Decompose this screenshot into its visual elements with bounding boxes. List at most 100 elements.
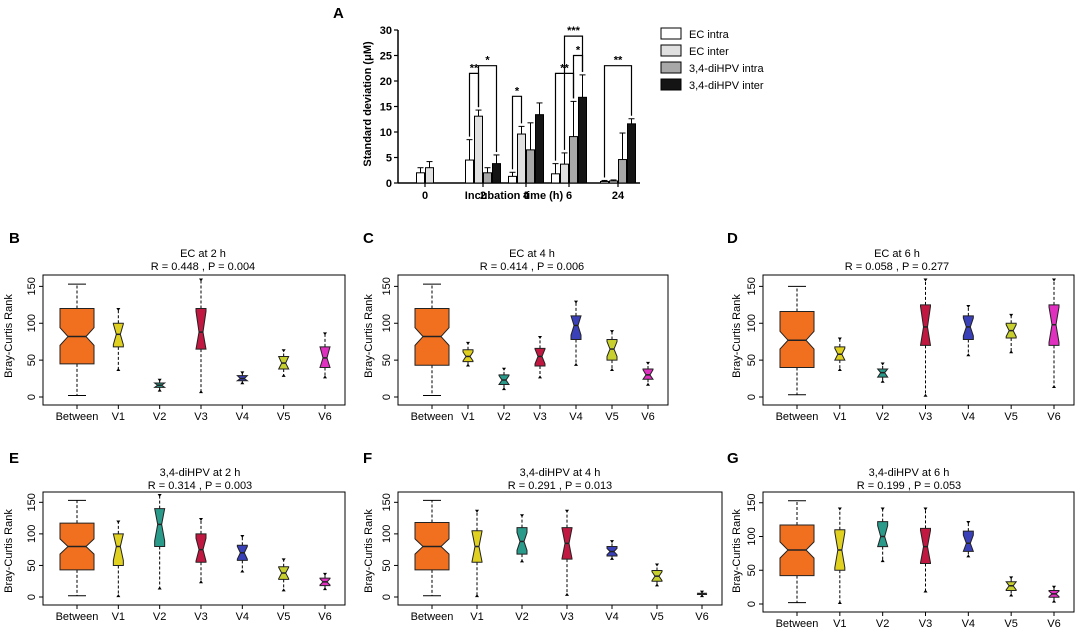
boxplot-e: 0 50 100 150 Between V1 V2 V3 V4 V5 V6 <box>26 491 346 623</box>
x-tick-label: Between <box>776 618 819 630</box>
x-tick-label: Between <box>411 411 454 423</box>
x-tick-label: Between <box>56 611 99 623</box>
boxplot-c-y-label: Bray-Curtis Rank <box>363 294 375 378</box>
significance-bracket <box>603 65 633 178</box>
x-tick-label: V4 <box>236 611 249 623</box>
panel-label-f: F <box>363 450 372 467</box>
whisker-cap <box>880 559 885 563</box>
bar <box>600 180 609 184</box>
whisker-cap <box>880 507 885 511</box>
x-tick-label: V1 <box>833 411 846 423</box>
significance-bracket <box>563 35 584 150</box>
x-tick-label: V5 <box>650 611 663 623</box>
boxplot-c-title: EC at 4 h <box>509 248 555 260</box>
y-tick-label: 50 <box>26 354 38 366</box>
y-tick-label: 150 <box>746 277 758 295</box>
y-tick-label: 100 <box>26 314 38 332</box>
whisker-cap <box>502 367 506 371</box>
whisker-cap <box>323 587 327 591</box>
x-tick-label: V4 <box>962 618 975 630</box>
whisker-cap <box>466 363 470 367</box>
whisker-cap <box>655 563 659 567</box>
whisker-cap <box>538 336 542 339</box>
x-tick-label: V3 <box>560 611 573 623</box>
x-tick-label: V5 <box>277 411 290 423</box>
x-tick-label: Between <box>776 411 819 423</box>
whisker-cap <box>966 353 971 357</box>
bar <box>618 159 627 184</box>
panel-label-a: A <box>333 5 344 22</box>
y-tick-label: 0 <box>746 601 758 607</box>
whisker-cap <box>610 540 614 544</box>
whisker-cap <box>966 554 971 558</box>
x-tick-label: V6 <box>318 411 331 423</box>
whisker-cap <box>923 589 928 593</box>
whisker-cap <box>646 382 650 386</box>
whisker-cap <box>574 300 578 304</box>
x-tick-label: V3 <box>919 411 932 423</box>
whisker-cap <box>880 362 885 366</box>
boxplot-f-stats: R = 0.291 , P = 0.013 <box>508 480 612 492</box>
x-tick-label: V4 <box>236 411 249 423</box>
y-tick-label: 150 <box>26 493 38 511</box>
whisker-cap <box>199 580 203 584</box>
whisker-cap <box>157 586 162 590</box>
legend-swatch <box>660 78 682 91</box>
whisker-cap <box>323 375 327 379</box>
whisker-cap <box>323 572 327 576</box>
panel-label-e: E <box>9 450 19 467</box>
x-tick-label: V2 <box>876 618 889 630</box>
bar-chart-y-axis-label: Standard deviation (μM) <box>362 41 374 167</box>
whisker-cap <box>923 278 928 282</box>
bar <box>551 173 560 184</box>
x-tick-label: V1 <box>833 618 846 630</box>
boxplot-g-title: 3,4-diHPV at 6 h <box>869 467 950 479</box>
boxplot-d-title: EC at 6 h <box>874 248 920 260</box>
x-tick-label: V6 <box>1047 411 1060 423</box>
legend-swatch <box>660 44 682 57</box>
x-tick-label: V6 <box>695 611 708 623</box>
bar-chart-x-tick-label: 0 <box>422 190 428 202</box>
whisker-cap <box>199 278 203 282</box>
boxplot-e-title: 3,4-diHPV at 2 h <box>160 467 241 479</box>
x-tick-label: Between <box>56 411 99 423</box>
x-tick-label: V1 <box>461 411 474 423</box>
whisker-cap <box>116 307 121 311</box>
significance-marker: * <box>576 45 581 57</box>
boxplot-b-title: EC at 2 h <box>180 248 226 260</box>
plot-frame <box>397 491 723 606</box>
panel-label-b: B <box>9 230 20 247</box>
whisker-cap <box>837 507 842 511</box>
whisker-cap <box>116 520 121 524</box>
bar <box>526 149 535 184</box>
x-tick-label: V5 <box>277 611 290 623</box>
y-tick-label: 0 <box>26 594 38 600</box>
bar-chart-y-tick-label: 20 <box>380 76 392 88</box>
whisker-cap <box>1009 576 1014 580</box>
significance-bracket <box>477 65 498 152</box>
legend-label: 3,4-diHPV intra <box>689 63 764 75</box>
whisker-cap <box>1052 599 1056 603</box>
significance-marker: *** <box>567 25 581 37</box>
y-tick-label: 0 <box>381 394 393 400</box>
whisker-cap <box>199 390 203 394</box>
x-tick-label: V5 <box>1004 618 1017 630</box>
x-tick-label: V3 <box>194 411 207 423</box>
bar <box>569 136 578 184</box>
bar <box>560 163 569 184</box>
whisker-cap <box>1052 278 1056 282</box>
y-tick-label: 100 <box>381 314 393 332</box>
significance-bracket <box>511 95 523 170</box>
box <box>919 304 932 346</box>
bar-chart-x-tick-label: 6 <box>566 190 572 202</box>
box <box>154 508 166 547</box>
whisker-cap <box>1052 585 1056 589</box>
bar-chart-y-tick-label: 30 <box>380 25 392 37</box>
x-tick-label: V4 <box>962 411 975 423</box>
box <box>570 315 582 340</box>
whisker-cap <box>240 569 245 573</box>
bar <box>474 115 483 184</box>
x-tick-label: V5 <box>605 411 618 423</box>
plot-frame <box>397 274 669 406</box>
box <box>112 533 124 566</box>
